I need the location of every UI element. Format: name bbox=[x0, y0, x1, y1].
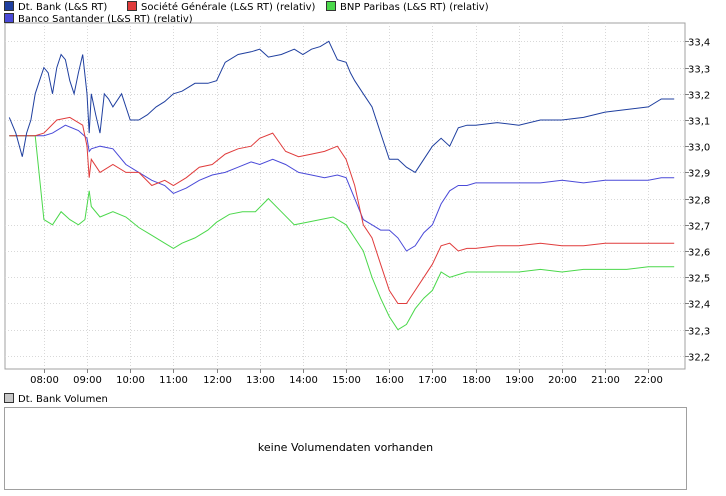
y-tick-label: 33,4 bbox=[688, 38, 710, 49]
series-line-socit bbox=[9, 116, 675, 304]
x-tick-label: 20:00 bbox=[548, 375, 577, 386]
x-tick-label: 15:00 bbox=[332, 375, 361, 386]
legend-swatch-dt-bank bbox=[4, 1, 14, 11]
x-tick-label: 10:00 bbox=[116, 375, 145, 386]
y-tick-label: 32,2 bbox=[688, 353, 710, 364]
x-tick-label: 08:00 bbox=[30, 375, 59, 386]
x-tick-label: 18:00 bbox=[462, 375, 491, 386]
x-axis: 08:00 09:00 10:00 11:00 12:00 13:00 14:00 15:00… bbox=[30, 369, 663, 386]
legend-item-volume: Dt. Bank Volumen bbox=[4, 393, 108, 406]
x-tick-label: 12:00 bbox=[203, 375, 232, 386]
y-axis: 32,2 32,3 32,4 32,5 32,6 32,7 32,8 32,9 33,0 33,1… bbox=[685, 38, 710, 364]
series-line-bnp bbox=[9, 135, 675, 331]
y-tick-label: 33,1 bbox=[688, 117, 710, 128]
x-tick-label: 13:00 bbox=[246, 375, 275, 386]
y-tick-label: 32,4 bbox=[688, 300, 710, 311]
series-line-dt bbox=[8, 40, 675, 174]
legend-item-societe-generale: Société Générale (L&S RT) (relativ) bbox=[127, 1, 315, 14]
legend-item-bnp-paribas: BNP Paribas (L&S RT) (relativ) bbox=[326, 1, 489, 14]
y-tick-label: 32,3 bbox=[688, 327, 710, 338]
legend-swatch-banco-santander bbox=[4, 13, 14, 23]
legend-label: Société Générale (L&S RT) (relativ) bbox=[141, 2, 316, 13]
y-tick-label: 32,8 bbox=[688, 196, 710, 207]
y-tick-label: 32,5 bbox=[688, 274, 710, 285]
y-tick-label: 32,7 bbox=[688, 222, 710, 233]
x-tick-label: 19:00 bbox=[505, 375, 534, 386]
legend-item-dt-bank: Dt. Bank (L&S RT) bbox=[4, 1, 107, 14]
x-tick-label: 16:00 bbox=[375, 375, 404, 386]
y-tick-label: 32,9 bbox=[688, 169, 710, 180]
legend-label: Dt. Bank (L&S RT) bbox=[18, 2, 108, 13]
y-tick-label: 33,3 bbox=[688, 65, 710, 76]
y-tick-label: 33,0 bbox=[688, 143, 710, 154]
x-tick-label: 11:00 bbox=[159, 375, 188, 386]
series-lines bbox=[8, 40, 675, 331]
y-tick-label: 32,6 bbox=[688, 248, 710, 259]
legend-label-volume: Dt. Bank Volumen bbox=[18, 394, 108, 405]
legend-swatch-volume bbox=[4, 393, 14, 403]
x-tick-label: 09:00 bbox=[73, 375, 102, 386]
x-tick-label: 17:00 bbox=[418, 375, 447, 386]
volume-panel: keine Volumendaten vorhanden bbox=[4, 407, 687, 490]
y-tick-label: 33,2 bbox=[688, 91, 710, 102]
x-tick-label: 21:00 bbox=[591, 375, 620, 386]
legend-swatch-societe-generale bbox=[127, 1, 137, 11]
price-chart: 32,2 32,3 32,4 32,5 32,6 32,7 32,8 32,9 33,0 33,1… bbox=[4, 22, 710, 386]
no-volume-message: keine Volumendaten vorhanden bbox=[257, 441, 434, 454]
legend-swatch-bnp-paribas bbox=[326, 1, 336, 11]
legend-item-banco-santander: Banco Santander (L&S RT) (relativ) bbox=[4, 13, 193, 26]
series-line-banco bbox=[9, 124, 675, 252]
legend-label: BNP Paribas (L&S RT) (relativ) bbox=[340, 2, 489, 13]
x-tick-label: 22:00 bbox=[634, 375, 663, 386]
legend-label: Banco Santander (L&S RT) (relativ) bbox=[18, 14, 193, 25]
x-tick-label: 14:00 bbox=[289, 375, 318, 386]
plot-area bbox=[4, 22, 686, 370]
grid-lines bbox=[5, 23, 685, 369]
